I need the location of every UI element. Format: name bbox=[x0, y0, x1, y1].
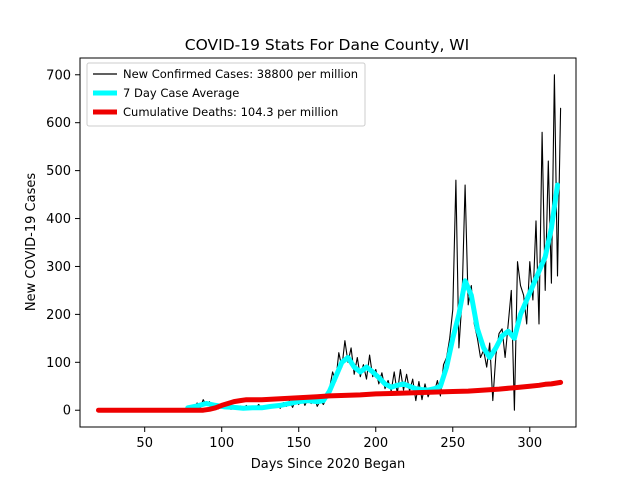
x-tick-label: 300 bbox=[517, 436, 542, 451]
plot-frame bbox=[79, 57, 577, 428]
series-layer bbox=[96, 74, 564, 413]
x-tick-label: 200 bbox=[363, 436, 388, 451]
x-tick-label: 150 bbox=[286, 436, 311, 451]
y-tick-label: 500 bbox=[46, 164, 71, 179]
x-tick-label: 50 bbox=[136, 436, 153, 451]
y-axis-ticks: 0 100 200 300 400 500 600 700 bbox=[46, 68, 80, 419]
legend: New Confirmed Cases: 38800 per million 7… bbox=[86, 62, 366, 127]
series-line-7-day-average bbox=[185, 182, 560, 411]
y-tick-label: 300 bbox=[46, 260, 71, 275]
legend-box bbox=[86, 62, 366, 127]
chart-title: COVID-19 Stats For Dane County, WI bbox=[185, 36, 469, 54]
series-line-cumulative-deaths bbox=[96, 379, 564, 413]
y-axis-label: New COVID-19 Cases bbox=[24, 173, 39, 311]
x-axis-label: Days Since 2020 Began bbox=[251, 457, 406, 472]
legend-label-new-cases: New Confirmed Cases: 38800 per million bbox=[123, 67, 358, 81]
y-tick-label: 600 bbox=[46, 116, 71, 131]
y-tick-label: 200 bbox=[46, 308, 71, 323]
y-tick-label: 400 bbox=[46, 212, 71, 227]
y-tick-label: 0 bbox=[63, 404, 71, 419]
legend-label-cumulative-deaths: Cumulative Deaths: 104.3 per million bbox=[123, 105, 338, 119]
x-axis-ticks: 50 100 150 200 250 300 bbox=[136, 427, 542, 451]
legend-label-7-day-average: 7 Day Case Average bbox=[123, 86, 239, 100]
y-tick-label: 700 bbox=[46, 68, 71, 83]
x-tick-label: 100 bbox=[209, 436, 234, 451]
x-tick-label: 250 bbox=[440, 436, 465, 451]
y-tick-label: 100 bbox=[46, 356, 71, 371]
